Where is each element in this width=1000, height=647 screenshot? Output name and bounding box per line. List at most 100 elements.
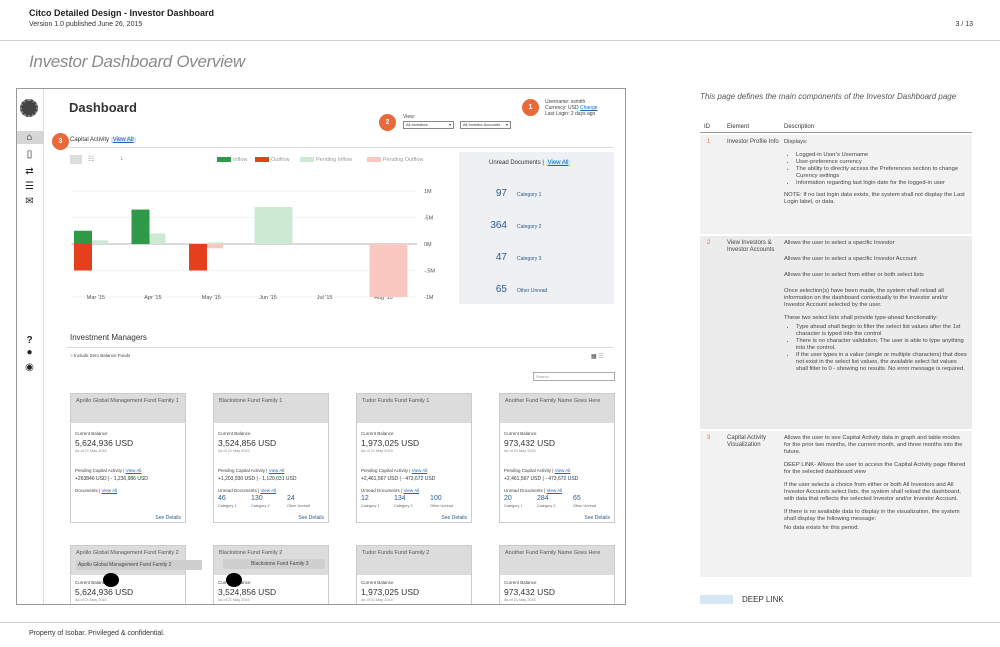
- chart-bar[interactable]: [207, 242, 223, 244]
- pending-outflow-value: - 1,120,031 USD: [259, 476, 297, 482]
- list-icon[interactable]: ☰: [25, 181, 34, 192]
- see-details-link[interactable]: See Details: [441, 515, 467, 521]
- grid-view-icon[interactable]: ▦: [591, 354, 597, 360]
- chart-mode-icon[interactable]: [70, 155, 82, 164]
- x-tick-label: Aug '15: [374, 295, 392, 301]
- download-icon[interactable]: ↓: [120, 155, 124, 162]
- user-icon[interactable]: ●: [26, 347, 33, 358]
- chart-bar[interactable]: [254, 206, 293, 244]
- pending-view-all-link[interactable]: View All: [411, 468, 428, 473]
- unread-view-all-link[interactable]: View All: [545, 160, 571, 166]
- deep-link-label: DEEP LINK: [742, 595, 784, 604]
- documents-view-all-link[interactable]: View All: [101, 488, 118, 493]
- chart-bar[interactable]: [149, 233, 166, 244]
- manager-card-name[interactable]: Apollo Global Management Fund Family 1: [71, 394, 185, 423]
- manager-card-name[interactable]: Another Fund Family Name Goes Here: [500, 546, 614, 575]
- documents-view-all-link[interactable]: View All: [546, 488, 563, 493]
- documents-view-all-link[interactable]: View All: [403, 488, 420, 493]
- spec-text: No data exists for this period.: [784, 525, 860, 531]
- annotation-badge-3: 3: [52, 133, 69, 150]
- account-select[interactable]: All Investor Accounts ▾: [460, 121, 511, 129]
- unread-count-2[interactable]: 130: [251, 495, 263, 502]
- chart-bar[interactable]: [74, 244, 92, 271]
- drag-cursor-icon: [103, 573, 119, 587]
- unread-count-1[interactable]: 20: [504, 495, 512, 502]
- unread-count-2[interactable]: 134: [394, 495, 406, 502]
- unread-row[interactable]: 47 Category 3: [477, 247, 597, 265]
- transfer-icon[interactable]: ⇄: [25, 166, 34, 177]
- pending-view-all-link[interactable]: View All: [125, 468, 142, 473]
- chart-bar[interactable]: [189, 244, 207, 271]
- list-view-icon[interactable]: ☰: [598, 354, 604, 360]
- current-balance-value: 973,432 USD: [504, 438, 556, 448]
- change-currency-link[interactable]: Change: [580, 105, 598, 111]
- table-mode-icon[interactable]: ☷: [88, 156, 95, 163]
- manager-card-name[interactable]: Blackstone Fund Family 1: [214, 394, 328, 423]
- unread-count-2[interactable]: 284: [537, 495, 549, 502]
- spec-text: Allows the user to select a specific Inv…: [784, 256, 917, 262]
- logout-icon[interactable]: ◉: [25, 362, 34, 373]
- zero-balance-checkbox[interactable]: ○ Include Zero Balance Funds: [70, 353, 131, 358]
- unread-count-3[interactable]: 24: [287, 495, 295, 502]
- spec-text: These two select lists shall provide typ…: [784, 315, 938, 321]
- documents-view-all-link[interactable]: View All: [260, 488, 277, 493]
- manager-search-input[interactable]: Search: [533, 372, 615, 381]
- mail-icon[interactable]: ✉: [25, 196, 34, 207]
- pending-view-all-link[interactable]: View All: [554, 468, 571, 473]
- chart-bar[interactable]: [207, 244, 223, 249]
- manager-card[interactable]: Another Fund Family Name Goes Here Curre…: [499, 393, 615, 523]
- spec-text: If the user selects a choice from either…: [784, 482, 961, 502]
- pending-view-all-link[interactable]: View All: [268, 468, 285, 473]
- see-details-link[interactable]: See Details: [298, 515, 324, 521]
- capital-activity-chart[interactable]: 1M .5M 0M -.5M -1M Mar '15 Apr '15 May '15 Jun '…: [67, 177, 467, 402]
- unread-row[interactable]: 364 Category 2: [477, 215, 597, 233]
- logo-icon[interactable]: [20, 99, 38, 117]
- manager-card-name[interactable]: Another Fund Family Name Goes Here: [500, 394, 614, 423]
- investor-select[interactable]: All Investors ▾: [403, 121, 454, 129]
- manager-card[interactable]: Tudor Funds Fund Family 2 Current Balanc…: [356, 545, 472, 604]
- see-details-link[interactable]: See Details: [155, 515, 181, 521]
- unread-count-1[interactable]: 46: [218, 495, 226, 502]
- see-details-link[interactable]: See Details: [584, 515, 610, 521]
- unread-documents-title: Unread Documents: [489, 160, 541, 166]
- pending-activity-label: Pending Capital Activity: [504, 468, 552, 473]
- manager-card[interactable]: Tudor Funds Fund Family 1 Current Balanc…: [356, 393, 472, 523]
- documents-row: Documents | View All: [75, 488, 118, 493]
- capital-activity-view-all-link[interactable]: View All: [110, 137, 136, 143]
- help-icon[interactable]: ?: [26, 335, 33, 346]
- chart-bar[interactable]: [131, 209, 150, 244]
- chart-bar[interactable]: [369, 244, 408, 297]
- documents-label: Documents: [75, 488, 98, 493]
- count-label: Category 1: [504, 504, 523, 508]
- documents-label: Unread Documents: [504, 488, 543, 493]
- spec-row-description: Allows the user to select a specific Inv…: [784, 240, 968, 378]
- unread-count-1[interactable]: 12: [361, 495, 369, 502]
- chart-bar[interactable]: [92, 240, 108, 244]
- manager-card[interactable]: Apollo Global Management Fund Family 1 C…: [70, 393, 186, 523]
- unread-count: 364: [490, 220, 507, 231]
- unread-count-3[interactable]: 100: [430, 495, 442, 502]
- manager-card-name[interactable]: Tudor Funds Fund Family 2: [357, 546, 471, 575]
- manager-card[interactable]: Another Fund Family Name Goes Here Curre…: [499, 545, 615, 604]
- document-icon[interactable]: ▯: [26, 149, 33, 160]
- documents-label: Unread Documents: [218, 488, 257, 493]
- manager-card[interactable]: Blackstone Fund Family 1 Current Balance…: [213, 393, 329, 523]
- manager-card[interactable]: Apollo Global Management Fund Family 2 C…: [70, 545, 186, 604]
- home-icon[interactable]: ⌂: [26, 132, 33, 143]
- unread-count-3[interactable]: 65: [573, 495, 581, 502]
- spec-text: Displays:: [784, 139, 808, 145]
- spec-row-id: 3: [707, 435, 711, 441]
- spec-header-id: ID: [704, 124, 710, 130]
- x-tick-label: Mar '15: [87, 295, 105, 301]
- current-balance-label: Current Balance: [361, 580, 394, 585]
- unread-row[interactable]: 65 Other Unread: [477, 279, 597, 297]
- pending-outflow-value: - 1,236,986 USD: [110, 476, 148, 482]
- chart-bar[interactable]: [74, 230, 92, 244]
- view-toggle[interactable]: ▦ ☰: [591, 353, 604, 360]
- current-balance-value: 1,973,025 USD: [361, 587, 420, 597]
- unread-row[interactable]: 97 Category 1: [477, 183, 597, 201]
- currency-row: Currency: USD Change: [545, 105, 598, 111]
- unread-category: Category 2: [517, 224, 542, 230]
- manager-card-name[interactable]: Tudor Funds Fund Family 1: [357, 394, 471, 423]
- y-tick-label: 1M: [424, 189, 432, 195]
